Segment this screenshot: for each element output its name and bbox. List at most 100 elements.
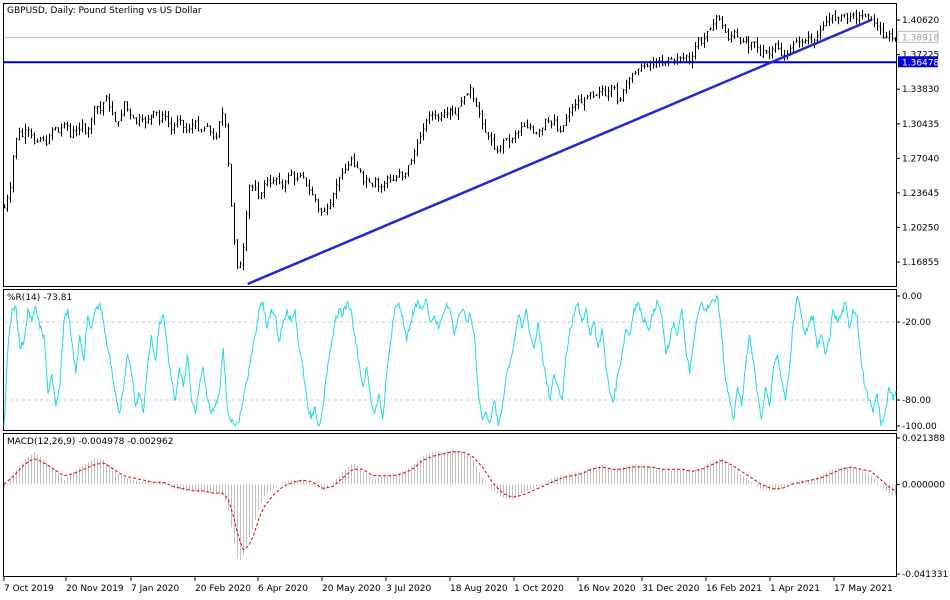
price-bar	[834, 10, 837, 21]
price-bar	[182, 120, 185, 134]
price-bar	[446, 106, 449, 118]
price-bar	[517, 130, 520, 139]
price-bar	[718, 15, 721, 21]
price-bar	[484, 119, 487, 134]
price-bar	[96, 105, 99, 115]
wpr-panel[interactable]	[3, 289, 897, 431]
price-bar	[750, 41, 753, 51]
price-bar	[745, 36, 748, 44]
price-bar	[335, 178, 338, 200]
price-bar	[768, 46, 771, 60]
price-bar	[224, 113, 227, 128]
price-bar	[380, 183, 383, 193]
price-bar	[502, 138, 505, 154]
price-bar	[132, 114, 135, 119]
price-bar	[559, 125, 562, 133]
date-tick-label: 7 Jan 2020	[131, 584, 179, 594]
price-bar	[87, 126, 90, 138]
price-bar	[266, 176, 269, 187]
price-bar	[481, 109, 484, 130]
price-bar	[218, 121, 221, 139]
price-bar	[72, 125, 75, 139]
price-bar	[57, 127, 60, 133]
price-bar	[36, 138, 39, 143]
price-bar	[777, 40, 780, 50]
price-bar	[628, 76, 631, 90]
price-bar	[161, 111, 164, 124]
price-bar	[42, 135, 45, 142]
price-bar	[239, 261, 242, 269]
price-bar	[93, 105, 96, 125]
price-bar	[469, 84, 472, 99]
price-bar	[604, 85, 607, 97]
price-bar	[490, 132, 493, 146]
price-bar	[386, 175, 389, 189]
price-bar	[12, 154, 15, 193]
price-bar	[610, 84, 613, 98]
price-bar	[341, 168, 344, 180]
price-bar	[141, 114, 144, 123]
price-bar	[356, 161, 359, 169]
wpr-tick-label: 0.00	[902, 292, 922, 302]
price-bar	[625, 79, 628, 94]
price-bar	[269, 174, 272, 188]
price-bar	[179, 115, 182, 126]
price-bar	[852, 12, 855, 20]
price-bar	[583, 96, 586, 111]
trendline	[247, 18, 873, 286]
price-bar	[248, 184, 251, 219]
price-bar	[377, 177, 380, 192]
price-bar	[138, 113, 141, 127]
price-bar	[173, 122, 176, 134]
price-bar	[682, 53, 685, 61]
price-bar	[45, 135, 48, 146]
price-bar	[63, 122, 66, 129]
price-bar	[538, 128, 541, 138]
price-bar	[508, 134, 511, 149]
price-bar	[90, 117, 93, 135]
price-panel[interactable]	[3, 3, 897, 287]
macd-series	[3, 449, 896, 560]
price-bar	[150, 114, 153, 125]
price-bar	[18, 127, 21, 141]
price-bar	[296, 172, 299, 182]
price-bar	[873, 14, 876, 28]
price-bar	[888, 30, 891, 42]
price-bar	[326, 203, 329, 216]
price-bar	[54, 126, 57, 131]
price-bar	[562, 125, 565, 133]
price-bar	[410, 158, 413, 165]
price-bar	[882, 22, 885, 39]
price-bar	[170, 117, 173, 135]
date-tick-label: 31 Dec 2020	[642, 584, 700, 594]
price-bar	[108, 93, 111, 112]
price-bar	[260, 192, 263, 200]
price-bar	[541, 127, 544, 136]
price-bar	[398, 168, 401, 178]
price-bar	[454, 107, 457, 115]
price-bar	[577, 95, 580, 110]
price-bar	[245, 210, 248, 252]
price-bar	[825, 15, 828, 27]
price-tick-label: 1.30435	[902, 120, 939, 130]
price-bar	[395, 175, 398, 182]
price-bar	[338, 176, 341, 192]
price-bar	[499, 144, 502, 153]
macd-title: MACD(12,26,9) -0.004978 -0.002962	[7, 437, 173, 447]
price-bar	[440, 112, 443, 122]
price-bar	[694, 41, 697, 60]
price-bar	[843, 13, 846, 18]
price-bar	[206, 123, 209, 128]
price-bar	[30, 128, 33, 139]
date-tick-label: 20 Nov 2019	[66, 584, 124, 594]
price-bar	[571, 103, 574, 117]
price-bar	[24, 123, 27, 145]
price-bar	[129, 108, 132, 120]
price-bar	[580, 93, 583, 104]
price-bar	[6, 194, 9, 212]
price-bar	[66, 121, 69, 131]
price-bar	[200, 128, 203, 133]
price-bar	[894, 37, 897, 42]
price-bar	[724, 23, 727, 34]
